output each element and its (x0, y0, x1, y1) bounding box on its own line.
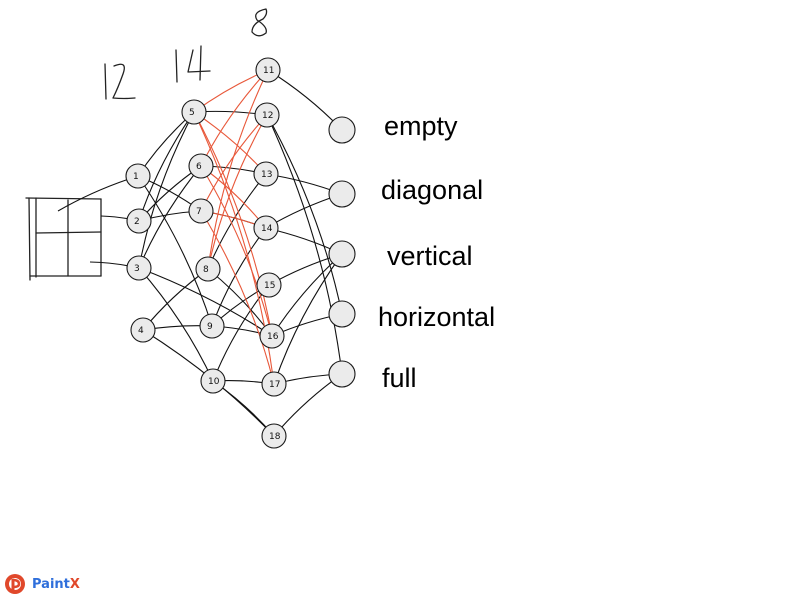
brand-name: PaintX (32, 576, 80, 592)
node-8: 8 (195, 256, 221, 282)
node-3: 3 (126, 255, 152, 281)
layer-count-8 (251, 8, 268, 37)
output-nodes (328, 116, 356, 388)
node-1-label: 1 (133, 172, 139, 182)
node-7-label: 7 (196, 207, 202, 217)
node-7: 7 (188, 198, 214, 224)
node-1: 1 (125, 163, 151, 189)
node-8-circle (195, 256, 221, 282)
node-14: 14 (253, 215, 279, 241)
node-13: 13 (253, 161, 279, 187)
edge-12-o3 (266, 114, 343, 315)
node-8-label: 8 (203, 265, 209, 275)
input-grid (25, 197, 102, 281)
node-11-label: 11 (263, 66, 274, 76)
highlighted-edge-6-16 (200, 165, 273, 337)
node-12-label: 12 (262, 111, 273, 121)
layer-count-14 (175, 45, 211, 83)
layer-count-12 (104, 63, 136, 100)
node-15-circle (256, 272, 282, 298)
node-4-circle (130, 317, 156, 343)
node-2: 2 (126, 208, 152, 234)
node-10-label: 10 (208, 377, 220, 387)
node-11: 11 (255, 57, 281, 83)
node-18-label: 18 (269, 432, 281, 442)
node-17: 17 (261, 371, 287, 397)
node-10-circle (200, 368, 226, 394)
highlighted-edge-5-17 (193, 111, 275, 385)
highlighted-edge-8-12 (207, 114, 268, 270)
edge-17-o2 (273, 253, 343, 385)
node-17-circle (261, 371, 287, 397)
node-6: 6 (188, 153, 214, 179)
node-4: 4 (130, 317, 156, 343)
edge-3-5 (138, 111, 195, 269)
edge-1-5 (137, 111, 195, 177)
output-node-diagonal (328, 180, 356, 208)
node-16-label: 16 (267, 332, 279, 342)
edge-2-5 (138, 111, 195, 222)
node-6-circle (188, 153, 214, 179)
node-5-circle (181, 99, 207, 125)
output-label-vertical: vertical (387, 241, 473, 271)
node-18-circle (261, 423, 287, 449)
output-label-full: full (382, 363, 417, 393)
app-brand: PaintX (4, 573, 80, 595)
highlighted-edge-5-11 (193, 69, 269, 113)
edge-4-8 (142, 268, 209, 331)
node-9: 9 (199, 313, 225, 339)
node-16: 16 (259, 323, 285, 349)
node-7-circle (188, 198, 214, 224)
node-10: 10 (200, 368, 226, 394)
node-14-label: 14 (261, 224, 273, 234)
output-node-vertical (328, 240, 356, 268)
node-12-circle (254, 102, 280, 128)
node-11-circle (255, 57, 281, 83)
node-5: 5 (181, 99, 207, 125)
output-node-empty (328, 116, 356, 144)
node-6-label: 6 (196, 162, 202, 172)
paintx-logo-icon (5, 574, 25, 594)
output-label-diagonal: diagonal (381, 175, 484, 205)
output-node-full (328, 360, 356, 388)
node-14-circle (253, 215, 279, 241)
node-2-label: 2 (134, 217, 140, 227)
node-2-circle (126, 208, 152, 234)
node-3-label: 3 (134, 264, 140, 274)
node-1-circle (125, 163, 151, 189)
highlighted-edge-7-17 (200, 210, 275, 385)
highlighted-edge-8-11 (207, 69, 269, 270)
node-15: 15 (256, 272, 282, 298)
node-18: 18 (261, 423, 287, 449)
edge-11-o0 (267, 69, 343, 131)
node-13-label: 13 (261, 170, 272, 180)
node-16-circle (259, 323, 285, 349)
output-label-empty: empty (384, 111, 458, 141)
node-4-label: 4 (138, 326, 144, 336)
output-label-horizontal: horizontal (378, 302, 496, 332)
edge-3-10 (138, 267, 214, 382)
node-15-label: 15 (264, 281, 275, 291)
node-3-circle (126, 255, 152, 281)
node-13-circle (253, 161, 279, 187)
node-17-label: 17 (269, 380, 280, 390)
edge-g1-1 (57, 175, 139, 212)
edge-3-16 (138, 267, 273, 337)
output-node-horizontal (328, 300, 356, 328)
node-9-circle (199, 313, 225, 339)
node-12: 12 (254, 102, 280, 128)
node-9-label: 9 (207, 322, 213, 332)
node-5-label: 5 (189, 108, 195, 118)
highlighted-edge-5-16 (193, 111, 273, 337)
